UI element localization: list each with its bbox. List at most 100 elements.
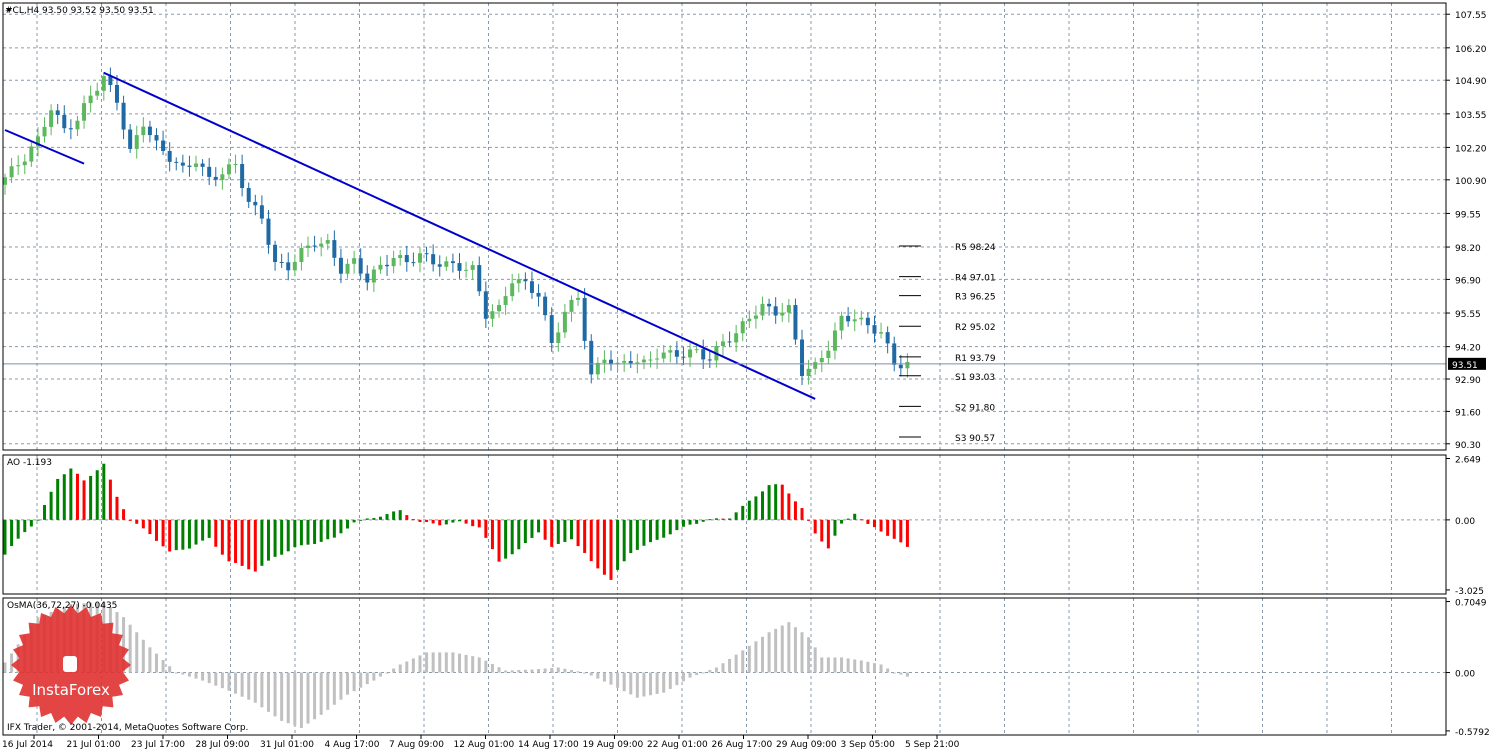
candle-body xyxy=(194,163,199,167)
candle-body xyxy=(9,166,14,178)
osma-bar xyxy=(840,657,844,673)
candle-body xyxy=(141,126,146,136)
osma-bar xyxy=(675,672,679,686)
ao-bar xyxy=(517,519,521,550)
candle-body xyxy=(55,110,60,115)
candle-body xyxy=(483,291,488,319)
candle-body xyxy=(602,359,607,363)
candle-body xyxy=(767,303,772,307)
candle-body xyxy=(68,128,73,130)
candle-body xyxy=(865,317,870,326)
osma-bar xyxy=(385,672,389,674)
trendlines[interactable] xyxy=(4,71,816,400)
osma-bar xyxy=(214,672,218,686)
candle-body xyxy=(167,150,172,162)
osma-bar xyxy=(523,669,527,673)
ao-bar xyxy=(10,519,14,547)
ao-bar xyxy=(128,519,132,521)
osma-bar xyxy=(240,672,244,697)
osma-bar xyxy=(872,663,876,673)
candle-body xyxy=(286,262,291,271)
candle-body xyxy=(806,368,811,377)
osma-bar xyxy=(602,672,606,682)
price-tick-label: 104.90 xyxy=(1455,77,1487,87)
osma-bar xyxy=(793,627,797,673)
ao-bar xyxy=(635,519,639,550)
candle-body xyxy=(813,362,818,369)
ao-bar xyxy=(220,519,224,555)
ao-bar xyxy=(95,470,99,520)
osma-bar xyxy=(530,669,534,673)
candle-body xyxy=(259,205,264,219)
osma-bar xyxy=(168,666,172,673)
price-tick-label: 98.20 xyxy=(1455,244,1481,254)
osma-bar xyxy=(589,672,593,676)
osma-bar xyxy=(372,672,376,681)
time-tick-label: 28 Jul 09:00 xyxy=(196,740,250,750)
ao-bar xyxy=(36,519,40,521)
ao-bar xyxy=(43,505,47,520)
osma-bar xyxy=(556,667,560,673)
candle-body xyxy=(108,76,113,85)
ao-bar xyxy=(530,519,534,538)
osma-bar xyxy=(596,672,600,679)
ao-bar xyxy=(155,519,158,541)
osma-bar xyxy=(714,667,718,673)
osma-bar xyxy=(477,657,481,673)
candle-body xyxy=(892,343,897,365)
time-tick-label: 31 Jul 01:00 xyxy=(260,740,314,750)
ao-bar xyxy=(62,474,66,520)
price-tick-label: 107.55 xyxy=(1455,11,1487,21)
ao-bar xyxy=(174,519,178,551)
candle-body xyxy=(641,359,646,363)
candle-body xyxy=(556,332,561,343)
candle-body xyxy=(688,349,693,358)
ao-bar xyxy=(490,519,494,550)
candle-body xyxy=(213,176,218,180)
ao-bar xyxy=(240,519,244,566)
ao-bar xyxy=(135,519,139,524)
osma-bar xyxy=(820,657,824,673)
osma-bar xyxy=(155,653,158,673)
ao-bar xyxy=(714,518,718,520)
osma-bar xyxy=(339,672,343,700)
ao-bar xyxy=(879,519,883,532)
osma-bar xyxy=(767,632,771,673)
osma-bar xyxy=(280,672,284,721)
candle-body xyxy=(75,120,80,130)
candle-body xyxy=(385,264,390,267)
ao-bar xyxy=(141,519,145,529)
candle-body xyxy=(516,279,521,284)
candle-body xyxy=(470,265,475,270)
osma-bar xyxy=(563,668,567,673)
candle-body xyxy=(681,356,686,358)
ao-bar xyxy=(563,519,567,542)
osma-bar xyxy=(734,654,738,673)
ao-bar xyxy=(668,519,672,535)
candle-body xyxy=(668,350,673,353)
osma-bar xyxy=(359,672,363,688)
ao-bar xyxy=(556,519,560,544)
osma-bar xyxy=(655,672,659,694)
ao-bar xyxy=(266,519,270,561)
osma-bar xyxy=(392,668,396,673)
candle-body xyxy=(411,262,416,264)
candle-body xyxy=(332,240,337,258)
candle-body xyxy=(444,261,449,267)
osma-bar xyxy=(411,658,415,673)
osma-bar xyxy=(649,672,653,696)
ao-bar xyxy=(761,491,764,520)
ao-tick-label: 2.649 xyxy=(1455,455,1481,465)
osma-bar xyxy=(194,672,198,679)
ao-bar xyxy=(378,516,382,520)
candle-body xyxy=(734,333,739,343)
candle-body xyxy=(49,110,54,127)
candle-body xyxy=(431,254,436,265)
ao-bar xyxy=(372,518,376,520)
osma-bar xyxy=(807,637,811,673)
ao-bar xyxy=(365,518,369,520)
candle-body xyxy=(404,255,409,263)
ao-bar xyxy=(201,519,205,541)
